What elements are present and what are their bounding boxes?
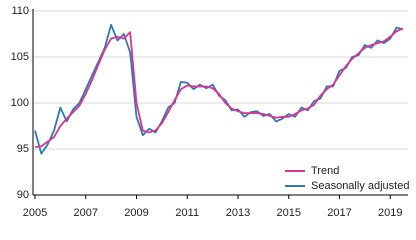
y-tick-label: 95	[17, 143, 29, 155]
y-tick-label: 105	[11, 51, 29, 63]
x-tick-label: 2015	[276, 207, 300, 219]
legend-label: Trend	[311, 165, 339, 177]
y-tick-label: 110	[11, 5, 29, 17]
x-tick-label: 2011	[175, 207, 199, 219]
x-tick-label: 2005	[23, 207, 47, 219]
x-tick-label: 2009	[124, 207, 148, 219]
legend-label: Seasonally adjusted	[311, 180, 409, 192]
legend-box	[281, 162, 407, 194]
y-tick-label: 90	[17, 189, 29, 201]
x-tick-label: 2013	[226, 207, 250, 219]
series-line	[34, 23, 404, 155]
series-line	[34, 27, 404, 149]
x-tick-label: 2007	[74, 207, 98, 219]
x-tick-label: 2019	[378, 207, 402, 219]
y-tick-label: 100	[11, 97, 29, 109]
x-tick-label: 2017	[327, 207, 351, 219]
chart: 90 95 100 105 110 2005 2007 2009 2011 2013 2015 201…	[11, 5, 410, 219]
